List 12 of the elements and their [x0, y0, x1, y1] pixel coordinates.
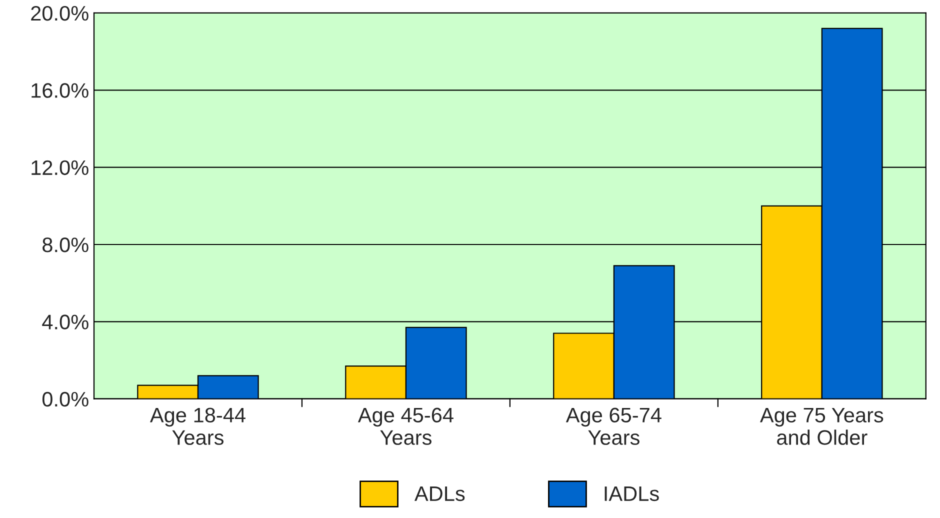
x-tick-label: Age 65-74 Years: [566, 408, 662, 445]
y-tick-label: 12.0%: [32, 160, 88, 176]
x-tick-label: Age 75 Years and Older: [760, 408, 884, 445]
y-tick-label: 20.0%: [31, 6, 88, 21]
x-tick-label: Age 18-44 Years: [150, 408, 246, 445]
y-tick-label: 4.0%: [42, 314, 88, 330]
legend-label: IADLs: [604, 486, 659, 502]
y-tick-label: 16.0%: [32, 83, 88, 98]
x-tick-label: Age 45-64 Years: [358, 408, 454, 445]
y-tick-label: 0.0%: [42, 392, 88, 407]
y-tick-label: 8.0%: [42, 237, 88, 252]
legend-label: ADLs: [414, 486, 465, 502]
